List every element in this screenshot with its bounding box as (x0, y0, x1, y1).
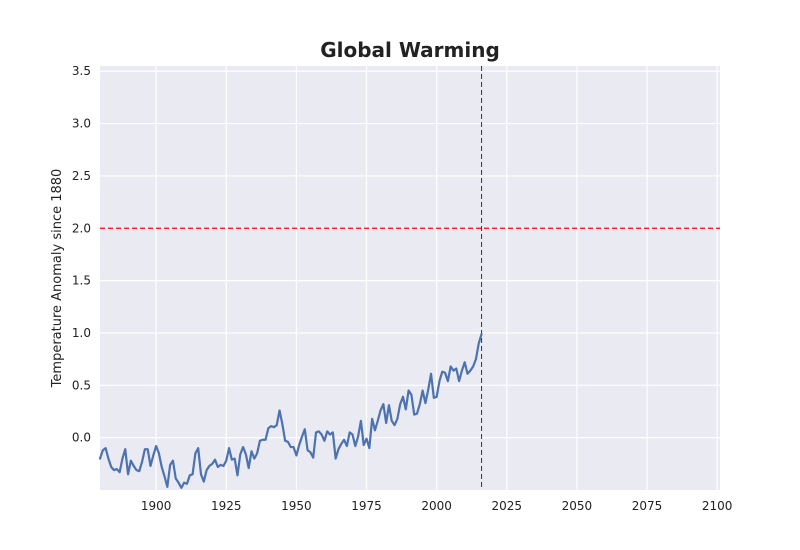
series-layer (98, 332, 483, 490)
y-tick-label: 3.0 (72, 117, 91, 131)
y-tick-label: 2.5 (72, 169, 91, 183)
y-tick-label: 3.5 (72, 64, 91, 78)
y-tick-label: 0.0 (72, 431, 91, 445)
x-tick-label: 1975 (351, 499, 382, 513)
y-axis-label: Temperature Anomaly since 1880 (50, 169, 65, 389)
chart-title: Global Warming (320, 38, 500, 62)
x-tick-label: 2050 (562, 499, 593, 513)
x-tick-label: 1900 (141, 499, 172, 513)
series-line (98, 332, 483, 490)
x-tick-labels: 1900 1925 1950 1975 2000 2025 2050 2075 2100 (141, 499, 733, 513)
y-tick-label: 1.5 (72, 274, 91, 288)
y-tick-label: 2.0 (72, 221, 91, 235)
x-tick-label: 1925 (211, 499, 242, 513)
x-tick-label: 2025 (492, 499, 523, 513)
x-tick-label: 2100 (702, 499, 733, 513)
reference-lines (100, 66, 720, 490)
y-tick-label: 1.0 (72, 326, 91, 340)
y-tick-label: 0.5 (72, 378, 91, 392)
plot-background (100, 66, 720, 490)
x-tick-label: 2000 (421, 499, 452, 513)
x-tick-label: 2075 (632, 499, 663, 513)
y-tick-labels: 0.0 0.5 1.0 1.5 2.0 2.5 3.0 3.5 (72, 64, 91, 444)
x-tick-label: 1950 (281, 499, 312, 513)
